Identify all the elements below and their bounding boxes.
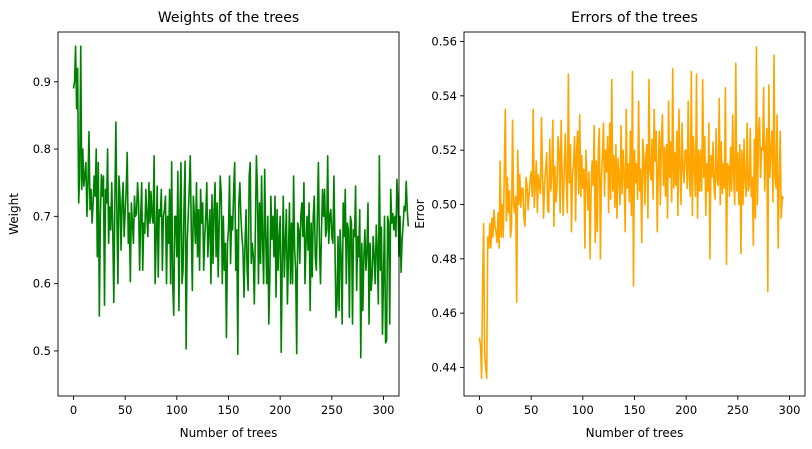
errors-xtick-label: 150 — [624, 403, 646, 417]
errors-ytick-label: 0.56 — [431, 35, 457, 49]
weights-ytick-label: 0.5 — [33, 344, 51, 358]
errors-x-axis-label: Number of trees — [586, 426, 684, 440]
errors-xtick-label: 250 — [727, 403, 749, 417]
errors-series-line-0 — [478, 46, 785, 380]
errors-chart-title: Errors of the trees — [571, 10, 698, 26]
errors-xtick-label: 100 — [572, 403, 594, 417]
weights-xtick-label: 300 — [373, 403, 395, 417]
weights-xtick-label: 50 — [118, 403, 133, 417]
errors-ytick-label: 0.46 — [431, 306, 457, 320]
errors-y-axis-label: Error — [413, 199, 427, 228]
chart-errors: 0 50 100 150 200 250 300 0.44 0.46 0.48 0.50 0.52 0.… — [413, 10, 806, 440]
weights-ytick-label: 0.7 — [33, 209, 51, 223]
errors-xtick-label: 50 — [524, 403, 539, 417]
weights-ytick-label: 0.6 — [33, 277, 51, 291]
weights-series-line-0 — [72, 45, 410, 359]
errors-ytick-label: 0.44 — [431, 360, 457, 374]
errors-ytick-label: 0.54 — [431, 89, 457, 103]
weights-chart-title: Weights of the trees — [158, 10, 299, 26]
errors-ytick-label: 0.48 — [431, 252, 457, 266]
weights-xtick-label: 250 — [321, 403, 343, 417]
weights-ytick-label: 0.8 — [33, 142, 51, 156]
weights-xtick-label: 150 — [218, 403, 240, 417]
errors-ytick-label: 0.52 — [431, 143, 457, 157]
weights-y-axis-label: Weight — [7, 193, 21, 235]
errors-xtick-label: 200 — [675, 403, 697, 417]
errors-xtick-label: 300 — [779, 403, 801, 417]
chart-weights: 0 50 100 150 200 250 300 0.5 0.6 0.7 0.8 0.9 Weights… — [7, 10, 410, 440]
weights-xtick-label: 200 — [269, 403, 291, 417]
weights-xtick-label: 100 — [166, 403, 188, 417]
weights-x-axis-label: Number of trees — [180, 426, 278, 440]
errors-xtick-label: 0 — [476, 403, 483, 417]
weights-ytick-label: 0.9 — [33, 75, 51, 89]
weights-xtick-label: 0 — [70, 403, 77, 417]
errors-ytick-label: 0.50 — [431, 197, 457, 211]
